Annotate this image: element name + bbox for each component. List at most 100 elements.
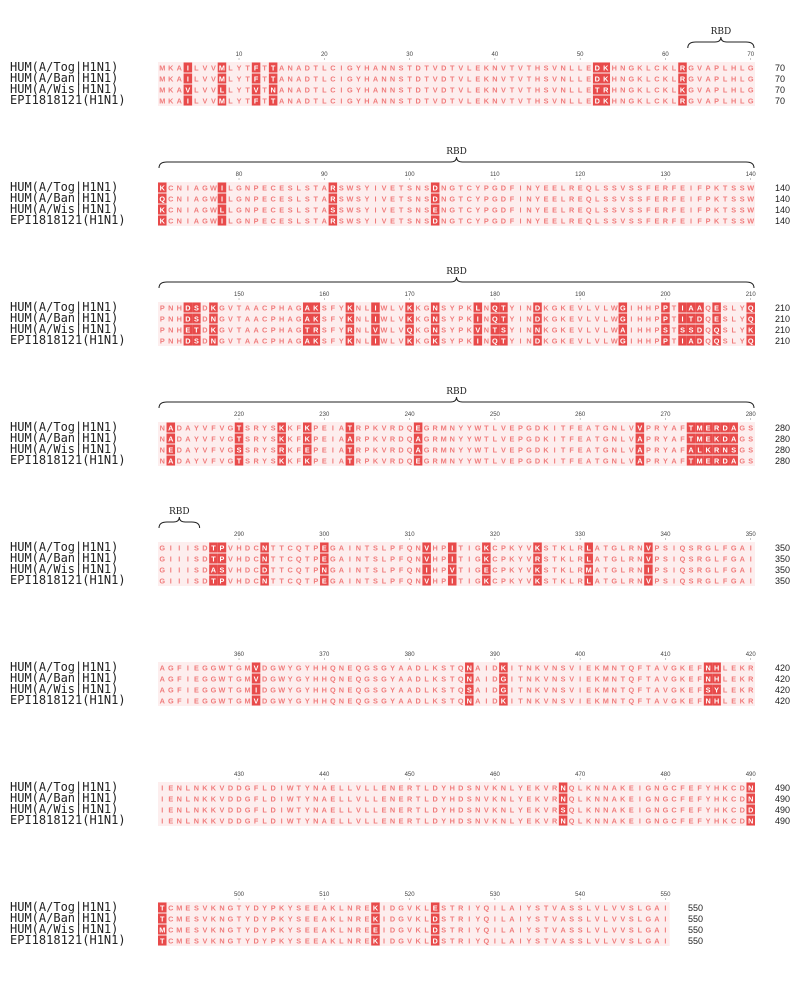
variant-highlight	[345, 324, 355, 335]
variant-highlight	[277, 455, 286, 466]
residue: L	[569, 74, 574, 83]
variant-highlight	[302, 324, 312, 335]
residue: S	[561, 674, 566, 683]
residue: L	[493, 423, 498, 432]
residue: V	[663, 685, 668, 694]
residue: S	[296, 925, 301, 934]
residue: K	[330, 925, 336, 934]
residue: Q	[705, 336, 711, 345]
residue: V	[518, 96, 523, 105]
residue: L	[228, 63, 233, 72]
residue: R	[407, 783, 413, 792]
residue: S	[467, 805, 472, 814]
residue: F	[399, 543, 404, 552]
residue: T	[365, 554, 370, 563]
residue: A	[586, 456, 592, 465]
sequence-name: HUM(A/Wis|H1N1)	[10, 442, 118, 456]
residue: I	[673, 565, 675, 574]
position-tick: 500	[234, 892, 245, 898]
residue: S	[723, 314, 728, 323]
residue: R	[629, 565, 635, 574]
residue: L	[604, 303, 609, 312]
residue: I	[187, 543, 189, 552]
residue: G	[296, 674, 302, 683]
residue: L	[424, 903, 429, 912]
residue: P	[313, 423, 318, 432]
residue: G	[705, 576, 711, 585]
residue: I	[579, 685, 581, 694]
variant-highlight	[430, 902, 440, 913]
residue: R	[578, 565, 584, 574]
residue: T	[228, 696, 233, 705]
residue: K	[620, 794, 626, 803]
residue: T	[595, 85, 600, 94]
residue: M	[245, 663, 251, 672]
residue: L	[194, 85, 199, 94]
variant-highlight	[499, 662, 508, 673]
variant-highlight	[413, 444, 423, 455]
residue: I	[468, 936, 470, 945]
residue: V	[211, 63, 216, 72]
sequence-name: HUM(A/Tog|H1N1)	[10, 660, 118, 674]
residue: S	[441, 903, 446, 912]
residue: I	[374, 205, 376, 214]
residue: L	[339, 936, 344, 945]
residue: G	[228, 914, 234, 923]
residue: R	[433, 434, 439, 443]
variant-highlight	[345, 335, 355, 346]
residue: T	[484, 423, 489, 432]
residue: D	[441, 96, 446, 105]
residue: A	[637, 445, 643, 454]
residue: S	[629, 925, 634, 934]
residue: L	[228, 205, 233, 214]
residue: Y	[740, 314, 745, 323]
residue: G	[330, 554, 336, 563]
residue: S	[748, 434, 753, 443]
residue: Y	[475, 914, 480, 923]
residue: V	[382, 194, 387, 203]
variant-highlight	[678, 302, 687, 313]
residue: S	[194, 554, 199, 563]
position-tick: 400	[575, 652, 586, 658]
residue: P	[714, 74, 719, 83]
residue: R	[748, 674, 754, 683]
residue: L	[510, 794, 515, 803]
residue: T	[296, 816, 301, 825]
residue: A	[705, 63, 711, 72]
residue: G	[202, 685, 208, 694]
residue: R	[569, 194, 575, 203]
residue: D	[433, 783, 438, 792]
residue: N	[526, 674, 531, 683]
residue: G	[211, 685, 217, 694]
residue: T	[160, 903, 165, 912]
residue: E	[689, 783, 694, 792]
residue: D	[441, 63, 446, 72]
residue: R	[748, 685, 754, 694]
residue: D	[202, 325, 207, 334]
residue: P	[484, 205, 489, 214]
residue: R	[663, 205, 669, 214]
residue: L	[365, 336, 370, 345]
residue: M	[159, 74, 165, 83]
residue: N	[492, 63, 497, 72]
residue: A	[296, 96, 302, 105]
sequence-name: HUM(A/Wis|H1N1)	[10, 322, 118, 336]
residue: N	[654, 794, 659, 803]
variant-highlight	[746, 302, 755, 313]
residue: E	[305, 925, 310, 934]
residue: P	[706, 194, 711, 203]
residue: S	[373, 696, 378, 705]
residue: L	[365, 816, 370, 825]
row-end-position: 490	[775, 783, 790, 793]
residue: S	[356, 216, 361, 225]
residue: S	[544, 85, 549, 94]
residue: E	[390, 216, 395, 225]
residue: S	[441, 685, 446, 694]
residue: D	[697, 314, 702, 323]
variant-highlight	[158, 204, 167, 215]
residue: M	[176, 936, 182, 945]
residue: L	[621, 456, 626, 465]
residue: D	[245, 565, 250, 574]
residue: A	[160, 663, 166, 672]
residue: C	[262, 314, 268, 323]
